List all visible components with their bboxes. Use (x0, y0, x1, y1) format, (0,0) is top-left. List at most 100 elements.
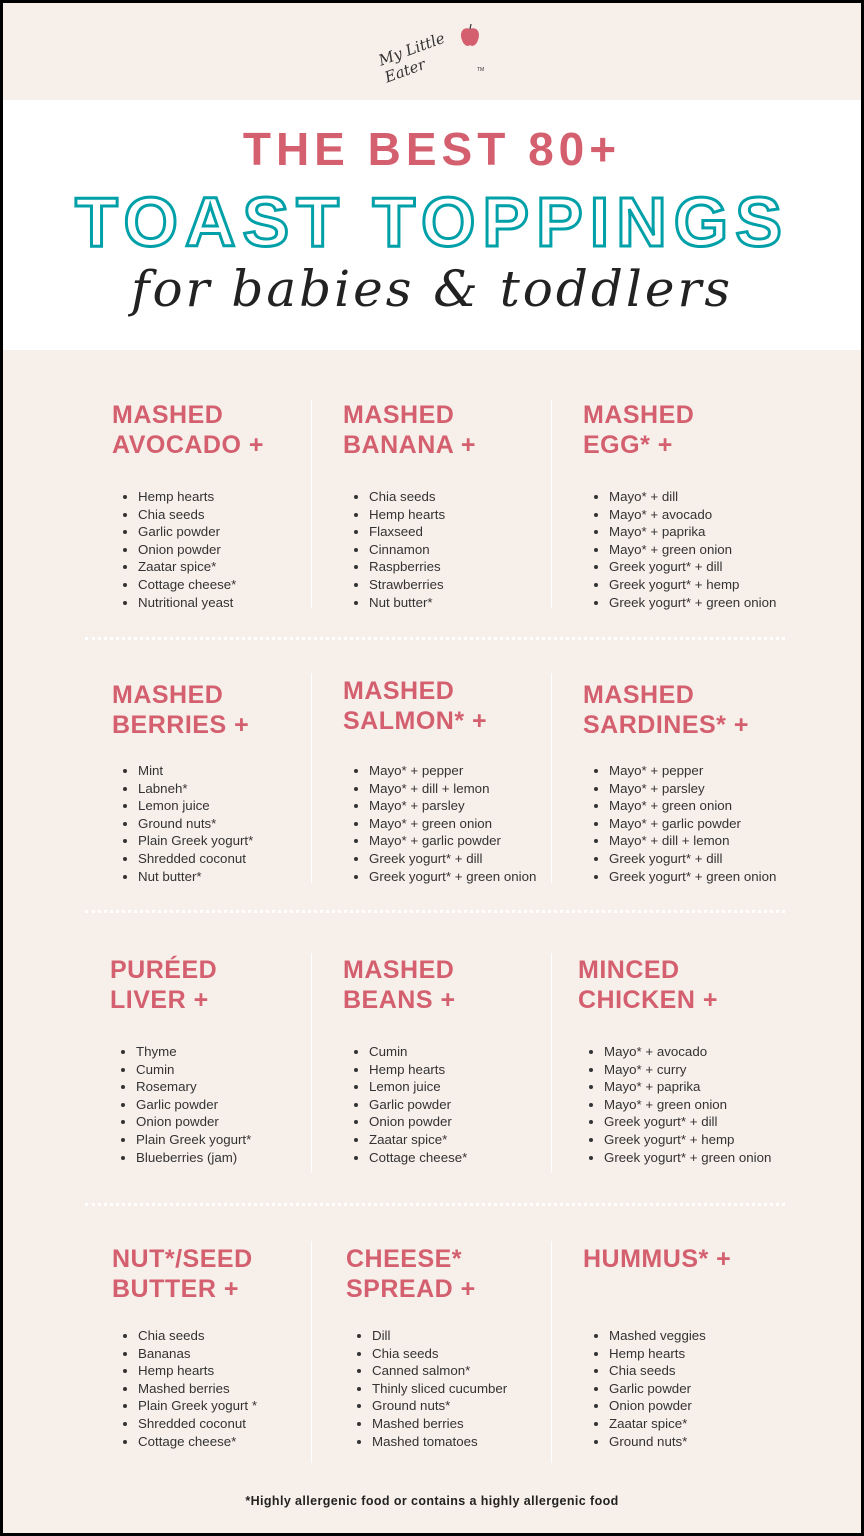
list-item: Labneh* (138, 780, 253, 798)
list-item: Nutritional yeast (138, 594, 236, 612)
list-item: Chia seeds (609, 1362, 706, 1380)
list-item: Mint (138, 762, 253, 780)
brand-logo: My Little Eater TM (376, 23, 487, 86)
list-item: Zaatar spice* (609, 1415, 706, 1433)
list-item: Flaxseed (369, 523, 445, 541)
section-title-line: MASHED (343, 956, 455, 984)
topping-list: DillChia seedsCanned salmon*Thinly slice… (349, 1327, 507, 1450)
list-item: Greek yogurt* + green onion (604, 1149, 771, 1167)
section-title-line: SARDINES* + (583, 711, 749, 739)
list-item: Mayo* + green onion (604, 1096, 771, 1114)
list-item: Mayo* + avocado (609, 506, 776, 524)
trademark: TM (477, 67, 485, 73)
list-item: Ground nuts* (609, 1433, 706, 1451)
section-title-line: CHEESE* (346, 1245, 463, 1273)
column-divider (311, 400, 312, 608)
topping-list: ThymeCuminRosemaryGarlic powderOnion pow… (113, 1043, 251, 1166)
list-item: Garlic powder (369, 1096, 467, 1114)
list-item: Garlic powder (136, 1096, 251, 1114)
topping-list: Mayo* + dillMayo* + avocadoMayo* + papri… (586, 488, 776, 611)
topping-list: CuminHemp heartsLemon juiceGarlic powder… (346, 1043, 467, 1166)
list-item: Cumin (136, 1061, 251, 1079)
list-item: Plain Greek yogurt* (138, 832, 253, 850)
list-item: Greek yogurt* + green onion (369, 868, 536, 886)
list-item: Mayo* + paprika (604, 1078, 771, 1096)
section-title-line: SALMON* + (343, 707, 488, 735)
section-title-line: MASHED (343, 401, 455, 429)
topping-list: Chia seedsBananasHemp heartsMashed berri… (115, 1327, 257, 1450)
topping-section: HUMMUS* + Mashed veggiesHemp heartsChia s… (583, 1244, 732, 1449)
list-item: Mayo* + pepper (369, 762, 536, 780)
list-item: Mayo* + curry (604, 1061, 771, 1079)
section-title-line: MASHED (112, 681, 224, 709)
list-item: Onion powder (369, 1113, 467, 1131)
list-item: Garlic powder (609, 1380, 706, 1398)
list-item: Mayo* + garlic powder (609, 815, 776, 833)
list-item: Greek yogurt* + hemp (609, 576, 776, 594)
column-divider (311, 1241, 312, 1463)
list-item: Mayo* + pepper (609, 762, 776, 780)
footnote: *Highly allergenic food or contains a hi… (245, 1494, 619, 1508)
section-title-line: EGG* + (583, 431, 673, 459)
section-title: NUT*/SEED BUTTER + (112, 1244, 253, 1304)
row-divider (85, 910, 785, 913)
title-line-1: THE BEST 80+ (242, 123, 622, 175)
section-title: MASHED AVOCADO + (112, 400, 264, 460)
subtitle: for babies & toddlers (130, 260, 734, 318)
column-divider (311, 673, 312, 883)
section-title: MASHED SARDINES* + (583, 680, 749, 740)
list-item: Greek yogurt* + green onion (609, 868, 776, 886)
list-item: Cottage cheese* (138, 576, 236, 594)
list-item: Blueberries (jam) (136, 1149, 251, 1167)
list-item: Greek yogurt* + dill (604, 1113, 771, 1131)
section-title-line: MASHED (583, 681, 695, 709)
list-item: Ground nuts* (372, 1397, 507, 1415)
column-divider (311, 953, 312, 1173)
list-item: Rosemary (136, 1078, 251, 1096)
list-item: Hemp hearts (369, 506, 445, 524)
column-divider (551, 400, 552, 608)
list-item: Lemon juice (369, 1078, 467, 1096)
section-title-line: MASHED (343, 677, 455, 705)
list-item: Mayo* + garlic powder (369, 832, 536, 850)
section-title: MINCED CHICKEN + (578, 955, 718, 1015)
column-divider (551, 673, 552, 883)
row-divider (85, 637, 785, 640)
list-item: Onion powder (138, 541, 236, 559)
section-title-line: LIVER + (110, 986, 209, 1014)
list-item: Mashed berries (372, 1415, 507, 1433)
list-item: Greek yogurt* + dill (369, 850, 536, 868)
section-title: MASHED BERRIES + (112, 680, 249, 740)
list-item: Raspberries (369, 558, 445, 576)
list-item: Mayo* + green onion (609, 541, 776, 559)
list-item: Mayo* + dill + lemon (609, 832, 776, 850)
row-divider (85, 1203, 785, 1206)
infographic: My Little Eater TM THE BEST 80+ TOAST TO… (3, 3, 861, 1533)
topping-list: MintLabneh*Lemon juiceGround nuts*Plain … (115, 762, 253, 885)
logo-band: My Little Eater TM (3, 3, 861, 100)
list-item: Mayo* + green onion (609, 797, 776, 815)
list-item: Bananas (138, 1345, 257, 1363)
list-item: Greek yogurt* + green onion (609, 594, 776, 612)
topping-list: Mayo* + avocadoMayo* + curryMayo* + papr… (581, 1043, 771, 1166)
topping-list: Chia seedsHemp heartsFlaxseedCinnamonRas… (346, 488, 445, 611)
list-item: Cumin (369, 1043, 467, 1061)
list-item: Cinnamon (369, 541, 445, 559)
list-item: Mashed berries (138, 1380, 257, 1398)
section-title-line: NUT*/SEED (112, 1245, 253, 1273)
list-item: Greek yogurt* + dill (609, 850, 776, 868)
list-item: Nut butter* (369, 594, 445, 612)
list-item: Mayo* + parsley (609, 780, 776, 798)
list-item: Lemon juice (138, 797, 253, 815)
section-title-line: BANANA + (343, 431, 476, 459)
section-title: PURÉED LIVER + (110, 955, 217, 1015)
list-item: Hemp hearts (138, 1362, 257, 1380)
section-title: MASHED SALMON* + (343, 676, 487, 736)
list-item: Hemp hearts (369, 1061, 467, 1079)
section-title-line: HUMMUS* + (583, 1245, 732, 1273)
